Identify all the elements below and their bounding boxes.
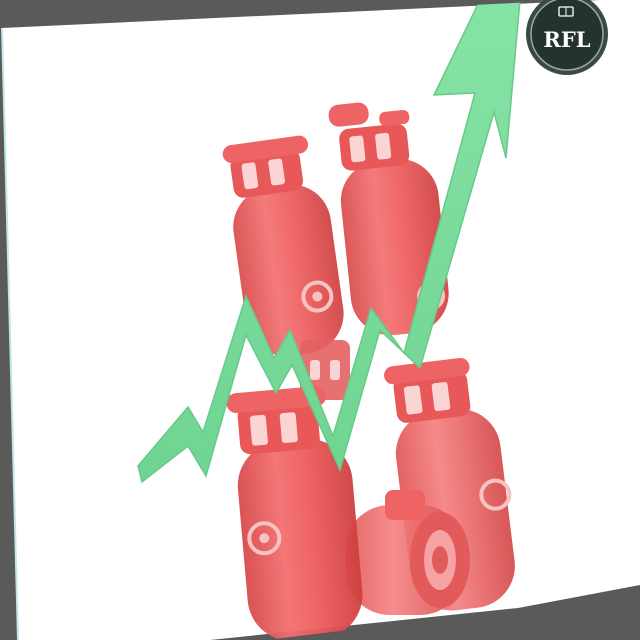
paper-edge <box>1 27 19 640</box>
gas-cylinder-front-left <box>226 386 363 640</box>
logo-text: RFL <box>543 27 590 52</box>
trend-arrow-up-icon <box>137 0 521 484</box>
rfl-logo-badge: RFL <box>526 0 608 75</box>
gas-cylinder-icon <box>301 280 334 313</box>
gas-cylinder-back-left <box>222 135 344 357</box>
gas-cylinder-lying <box>345 490 470 615</box>
